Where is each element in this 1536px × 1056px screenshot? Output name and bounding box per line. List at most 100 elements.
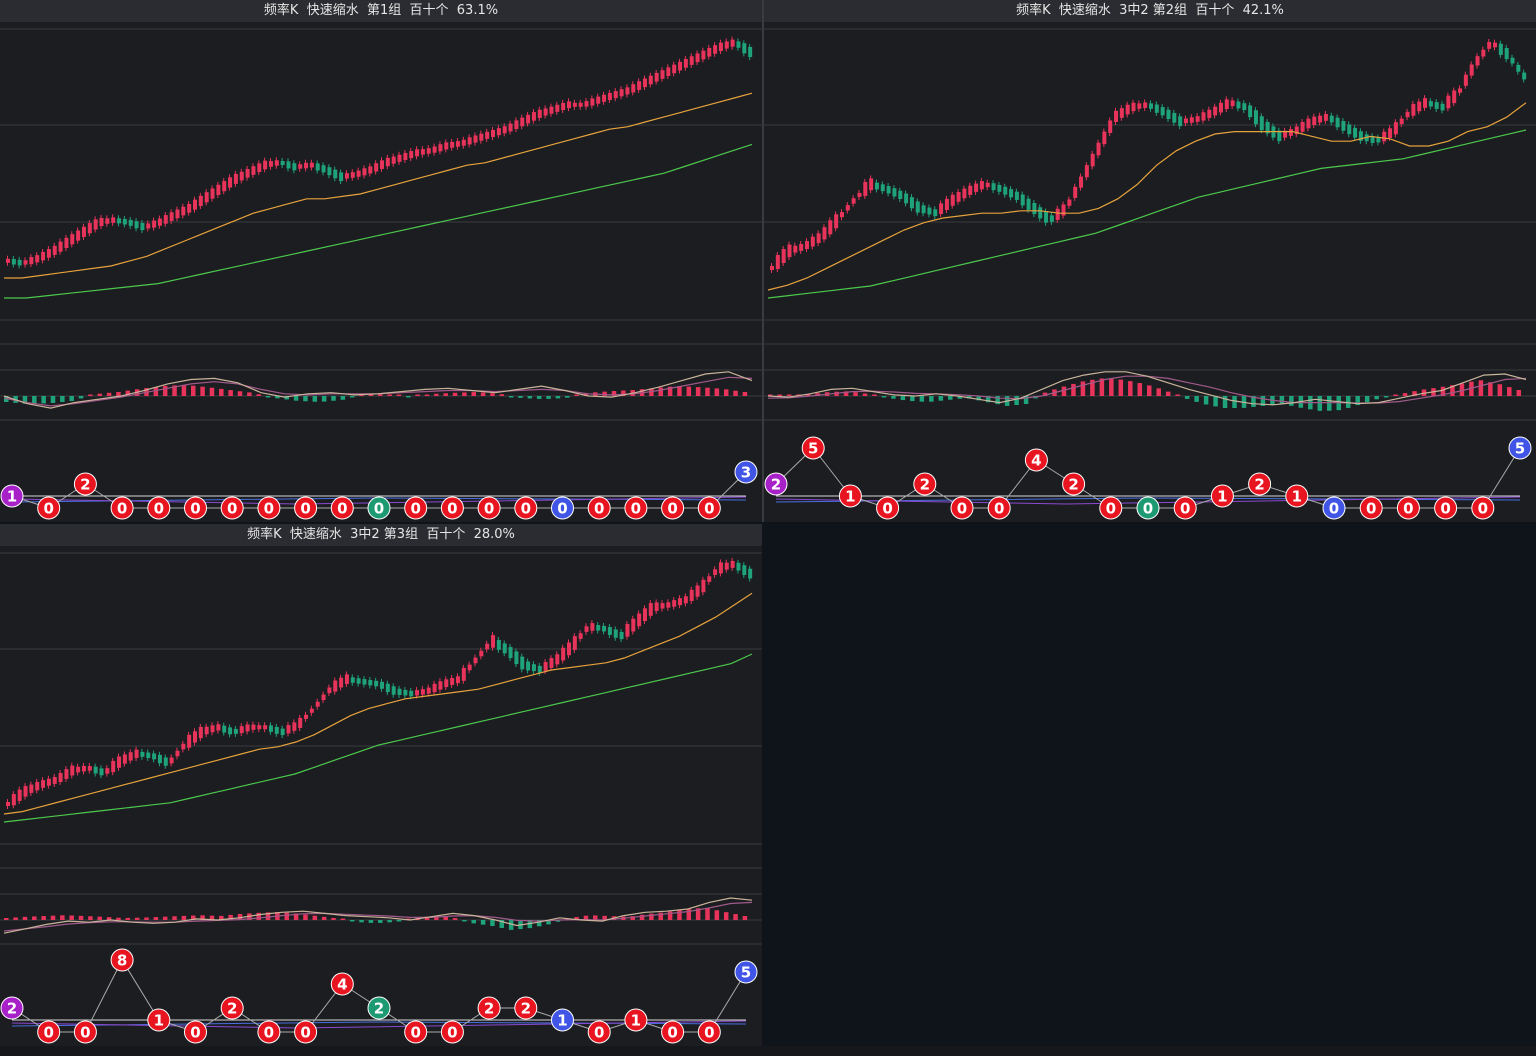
macd-histogram-bar bbox=[359, 394, 364, 396]
count-ball[interactable]: 0 bbox=[184, 496, 207, 520]
count-ball[interactable]: 0 bbox=[697, 496, 721, 520]
count-ball[interactable]: 0 bbox=[1322, 496, 1346, 520]
candle-body bbox=[730, 560, 735, 568]
count-ball[interactable]: 0 bbox=[661, 496, 685, 520]
ball-label: 4 bbox=[1031, 452, 1041, 470]
chart-panel-group-1[interactable]: 频率K 快速缩水 第1组 百十个 63.1% 1 0 2 0 0 0 0 0 0 0 0 0 0 0 0 0 0… bbox=[0, 0, 762, 522]
count-ball[interactable]: 2 bbox=[1248, 472, 1272, 496]
candle-body bbox=[1073, 186, 1078, 198]
candle bbox=[520, 114, 525, 130]
candle-body bbox=[531, 664, 536, 672]
count-ball[interactable]: 0 bbox=[73, 1020, 97, 1044]
macd-histogram-bar bbox=[777, 394, 782, 396]
count-ball[interactable]: 2 bbox=[220, 996, 244, 1020]
count-ball[interactable]: 0 bbox=[110, 496, 134, 520]
count-ball[interactable]: 2 bbox=[514, 996, 538, 1020]
count-ball[interactable]: 1 bbox=[1210, 484, 1234, 508]
count-ball[interactable]: 2 bbox=[367, 996, 391, 1020]
count-ball[interactable]: 1 bbox=[838, 484, 862, 508]
ball-circle bbox=[110, 948, 134, 972]
chart-panel-group-3[interactable]: 频率K 快速缩水 3中2 第3组 百十个 28.0% 2 0 0 8 1 0 2 0 0 4 2 0 0… bbox=[0, 524, 762, 1046]
count-ball[interactable]: 0 bbox=[661, 1020, 685, 1044]
count-ball[interactable]: 2 bbox=[1062, 472, 1086, 496]
count-ball[interactable]: 0 bbox=[37, 496, 61, 520]
count-ball[interactable]: 2 bbox=[73, 472, 97, 496]
count-ball[interactable]: 0 bbox=[1173, 496, 1197, 520]
ball-circle bbox=[913, 472, 937, 496]
chart-area[interactable]: 1 0 2 0 0 0 0 0 0 0 0 0 0 0 0 0 0 0 0 0 3 bbox=[0, 22, 762, 522]
count-ball[interactable]: 0 bbox=[294, 1020, 318, 1044]
macd-histogram-bar bbox=[508, 396, 514, 398]
candle-body bbox=[1003, 186, 1008, 195]
count-ball[interactable]: 0 bbox=[330, 496, 354, 520]
count-ball[interactable]: 0 bbox=[147, 496, 171, 520]
candle bbox=[869, 175, 874, 194]
candle bbox=[216, 181, 221, 198]
count-ball[interactable]: 2 bbox=[0, 996, 24, 1020]
count-ball[interactable]: 0 bbox=[950, 496, 974, 520]
count-ball[interactable]: 0 bbox=[440, 1020, 464, 1044]
chart-area[interactable]: 2 0 0 8 1 0 2 0 0 4 2 0 0 2 2 1 0 1 0 0 5 bbox=[0, 546, 762, 1046]
count-ball[interactable]: 0 bbox=[257, 496, 281, 520]
count-ball[interactable]: 4 bbox=[330, 972, 354, 996]
candle bbox=[1516, 61, 1521, 75]
count-ball[interactable]: 0 bbox=[1099, 496, 1123, 520]
count-ball[interactable]: 5 bbox=[734, 960, 758, 984]
macd-histogram-bar bbox=[1440, 386, 1446, 396]
macd-histogram-bar bbox=[359, 920, 364, 923]
count-ball[interactable]: 5 bbox=[1508, 436, 1532, 460]
macd-histogram-bar bbox=[639, 914, 645, 920]
count-ball[interactable]: 0 bbox=[1396, 496, 1420, 520]
candle bbox=[526, 658, 531, 674]
count-ball[interactable]: 0 bbox=[587, 1020, 611, 1044]
count-ball[interactable]: 0 bbox=[587, 496, 611, 520]
count-ball[interactable]: 2 bbox=[764, 472, 788, 496]
count-ball[interactable]: 8 bbox=[110, 948, 134, 972]
count-ball[interactable]: 0 bbox=[551, 496, 574, 520]
count-ball[interactable]: 2 bbox=[477, 996, 501, 1020]
count-ball[interactable]: 0 bbox=[257, 1020, 281, 1044]
macd-histogram-bar bbox=[368, 394, 374, 396]
count-ball[interactable]: 4 bbox=[1024, 448, 1048, 472]
count-ball[interactable]: 0 bbox=[477, 496, 501, 520]
count-ball[interactable]: 0 bbox=[1136, 496, 1160, 520]
count-ball[interactable]: 0 bbox=[404, 1020, 428, 1044]
candle bbox=[304, 711, 309, 722]
count-ball[interactable]: 0 bbox=[37, 1020, 61, 1044]
candle-body bbox=[1463, 74, 1468, 86]
count-ball[interactable]: 0 bbox=[876, 496, 900, 520]
ball-label: 0 bbox=[264, 500, 274, 518]
count-ball[interactable]: 0 bbox=[697, 1020, 721, 1044]
count-ball[interactable]: 1 bbox=[1285, 484, 1309, 508]
ball-label: 3 bbox=[741, 464, 751, 482]
count-ball[interactable]: 0 bbox=[404, 496, 428, 520]
count-ball[interactable]: 0 bbox=[987, 496, 1011, 520]
count-ball[interactable]: 0 bbox=[1471, 496, 1495, 520]
count-ball[interactable]: 0 bbox=[1359, 496, 1383, 520]
candle bbox=[473, 132, 478, 146]
candle bbox=[701, 576, 706, 596]
count-ball[interactable]: 3 bbox=[734, 460, 758, 484]
count-ball[interactable]: 1 bbox=[147, 1008, 171, 1032]
count-ball[interactable]: 1 bbox=[551, 1008, 574, 1032]
count-ball[interactable]: 0 bbox=[367, 496, 391, 520]
count-ball[interactable]: 1 bbox=[624, 1008, 648, 1032]
candle bbox=[257, 160, 262, 176]
count-ball[interactable]: 0 bbox=[220, 496, 244, 520]
count-ball[interactable]: 2 bbox=[913, 472, 937, 496]
chart-area[interactable]: 2 5 1 0 2 0 0 4 2 0 0 0 1 2 1 0 0 0 0 0 5 bbox=[764, 22, 1536, 522]
count-ball[interactable]: 0 bbox=[440, 496, 464, 520]
candle bbox=[403, 686, 408, 699]
count-ball[interactable]: 0 bbox=[624, 496, 648, 520]
count-ball[interactable]: 1 bbox=[0, 484, 24, 508]
chart-panel-group-2[interactable]: 频率K 快速缩水 3中2 第2组 百十个 42.1% 2 5 1 0 2 0 0 4 2 0 0 0 1… bbox=[764, 0, 1536, 522]
candle bbox=[921, 202, 926, 217]
count-ball[interactable]: 0 bbox=[294, 496, 318, 520]
candle-body bbox=[187, 203, 192, 213]
ball-circle bbox=[220, 496, 244, 520]
count-ball[interactable]: 5 bbox=[801, 436, 825, 460]
macd-histogram-bar bbox=[293, 913, 299, 920]
count-ball[interactable]: 0 bbox=[1434, 496, 1458, 520]
count-ball[interactable]: 0 bbox=[184, 1020, 207, 1044]
count-ball[interactable]: 0 bbox=[514, 496, 538, 520]
